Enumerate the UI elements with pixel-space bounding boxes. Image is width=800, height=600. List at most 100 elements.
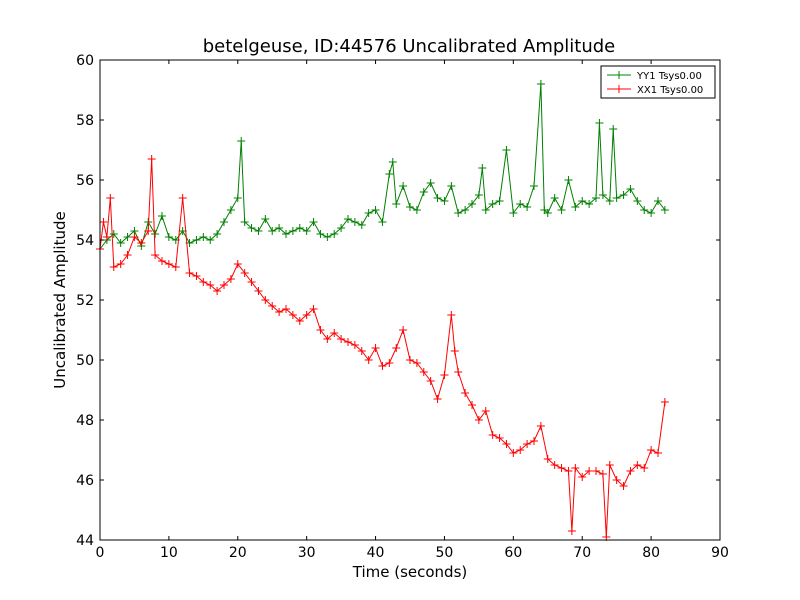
x-tick-label: 60 <box>504 545 522 561</box>
data-point <box>474 191 483 199</box>
data-point <box>106 194 115 202</box>
data-point <box>144 227 153 235</box>
data-point <box>647 209 656 217</box>
data-point <box>151 251 160 259</box>
data-point <box>295 317 304 325</box>
y-axis-label: Uncalibrated Amplitude <box>51 211 69 388</box>
x-axis-label: Time (seconds) <box>352 563 468 581</box>
data-point <box>164 260 173 268</box>
data-point <box>151 230 160 238</box>
data-point <box>350 218 359 226</box>
data-point <box>295 224 304 232</box>
y-tick-label: 56 <box>76 173 94 189</box>
data-point <box>488 200 497 208</box>
data-point <box>158 257 166 265</box>
x-tick-label: 10 <box>160 545 178 561</box>
data-point <box>213 287 222 295</box>
y-tick-label: 50 <box>76 353 94 369</box>
data-point <box>488 431 497 439</box>
data-point <box>388 158 397 166</box>
data-point <box>447 182 456 190</box>
data-point <box>399 326 408 334</box>
data-point <box>237 137 246 145</box>
legend-label: YY1 Tsys0.00 <box>636 71 702 82</box>
data-point <box>598 191 607 199</box>
data-point <box>137 239 146 247</box>
data-point <box>206 281 215 289</box>
plot-area: 0 10 20 30 40 50 60 70 80 90 44 46 48 50 52 54 56 58 60 YY1… <box>76 53 729 561</box>
data-point <box>474 416 483 424</box>
data-point <box>660 206 669 214</box>
legend-label: XX1 Tsys0.00 <box>637 85 703 96</box>
y-tick-label: 58 <box>76 113 94 129</box>
legend-marker <box>615 71 623 79</box>
data-point <box>330 329 339 337</box>
data-point <box>523 440 532 448</box>
data-point <box>543 209 552 217</box>
data-point <box>109 263 118 271</box>
data-point <box>585 200 594 208</box>
data-point <box>550 461 559 469</box>
data-point <box>254 227 263 235</box>
data-point <box>247 278 256 286</box>
data-point <box>206 236 215 244</box>
x-tick-label: 40 <box>367 545 385 561</box>
data-point <box>364 209 373 217</box>
data-point <box>364 356 373 364</box>
data-point <box>481 206 490 214</box>
data-point <box>261 215 270 223</box>
data-point <box>399 182 408 190</box>
data-point <box>536 80 545 88</box>
data-point <box>213 230 222 238</box>
data-point <box>412 359 421 367</box>
data-point <box>385 170 394 178</box>
data-point <box>158 212 166 220</box>
y-tick-label: 44 <box>76 533 94 549</box>
data-point <box>619 191 628 199</box>
data-point <box>199 233 208 241</box>
data-point <box>130 233 139 241</box>
data-point <box>536 422 545 430</box>
data-point <box>350 341 359 349</box>
y-tick-label: 48 <box>76 413 94 429</box>
data-point <box>371 206 380 214</box>
y-tick-label: 60 <box>76 53 94 69</box>
data-point <box>378 218 387 226</box>
data-point <box>571 464 580 472</box>
x-tick-label: 0 <box>96 545 105 561</box>
data-point <box>406 203 414 211</box>
data-point <box>530 437 538 445</box>
y-tick-label: 52 <box>76 293 94 309</box>
data-point <box>440 197 449 205</box>
data-point <box>199 278 208 286</box>
x-tick-label: 90 <box>711 545 729 561</box>
data-point <box>605 197 614 205</box>
data-point <box>109 230 118 238</box>
data-point <box>605 461 614 469</box>
data-point <box>612 194 621 202</box>
data-point <box>309 305 318 313</box>
data-point <box>147 155 156 163</box>
data-point <box>592 467 600 475</box>
data-point <box>543 455 552 463</box>
y-tick-label: 54 <box>76 233 94 249</box>
data-point <box>592 194 600 202</box>
data-point <box>419 368 428 376</box>
data-point <box>323 233 332 241</box>
data-point <box>461 389 470 397</box>
data-point <box>323 335 332 343</box>
data-point <box>330 230 339 238</box>
data-point <box>385 359 394 367</box>
data-point <box>233 260 242 268</box>
series-line-2 <box>99 158 666 538</box>
data-point <box>220 281 228 289</box>
data-point <box>550 194 559 202</box>
data-point <box>406 356 414 364</box>
data-point <box>337 335 346 343</box>
data-point <box>557 206 566 214</box>
data-point <box>450 347 459 355</box>
data-point <box>282 230 290 238</box>
y-tick-label: 46 <box>76 473 94 489</box>
data-point <box>226 206 235 214</box>
